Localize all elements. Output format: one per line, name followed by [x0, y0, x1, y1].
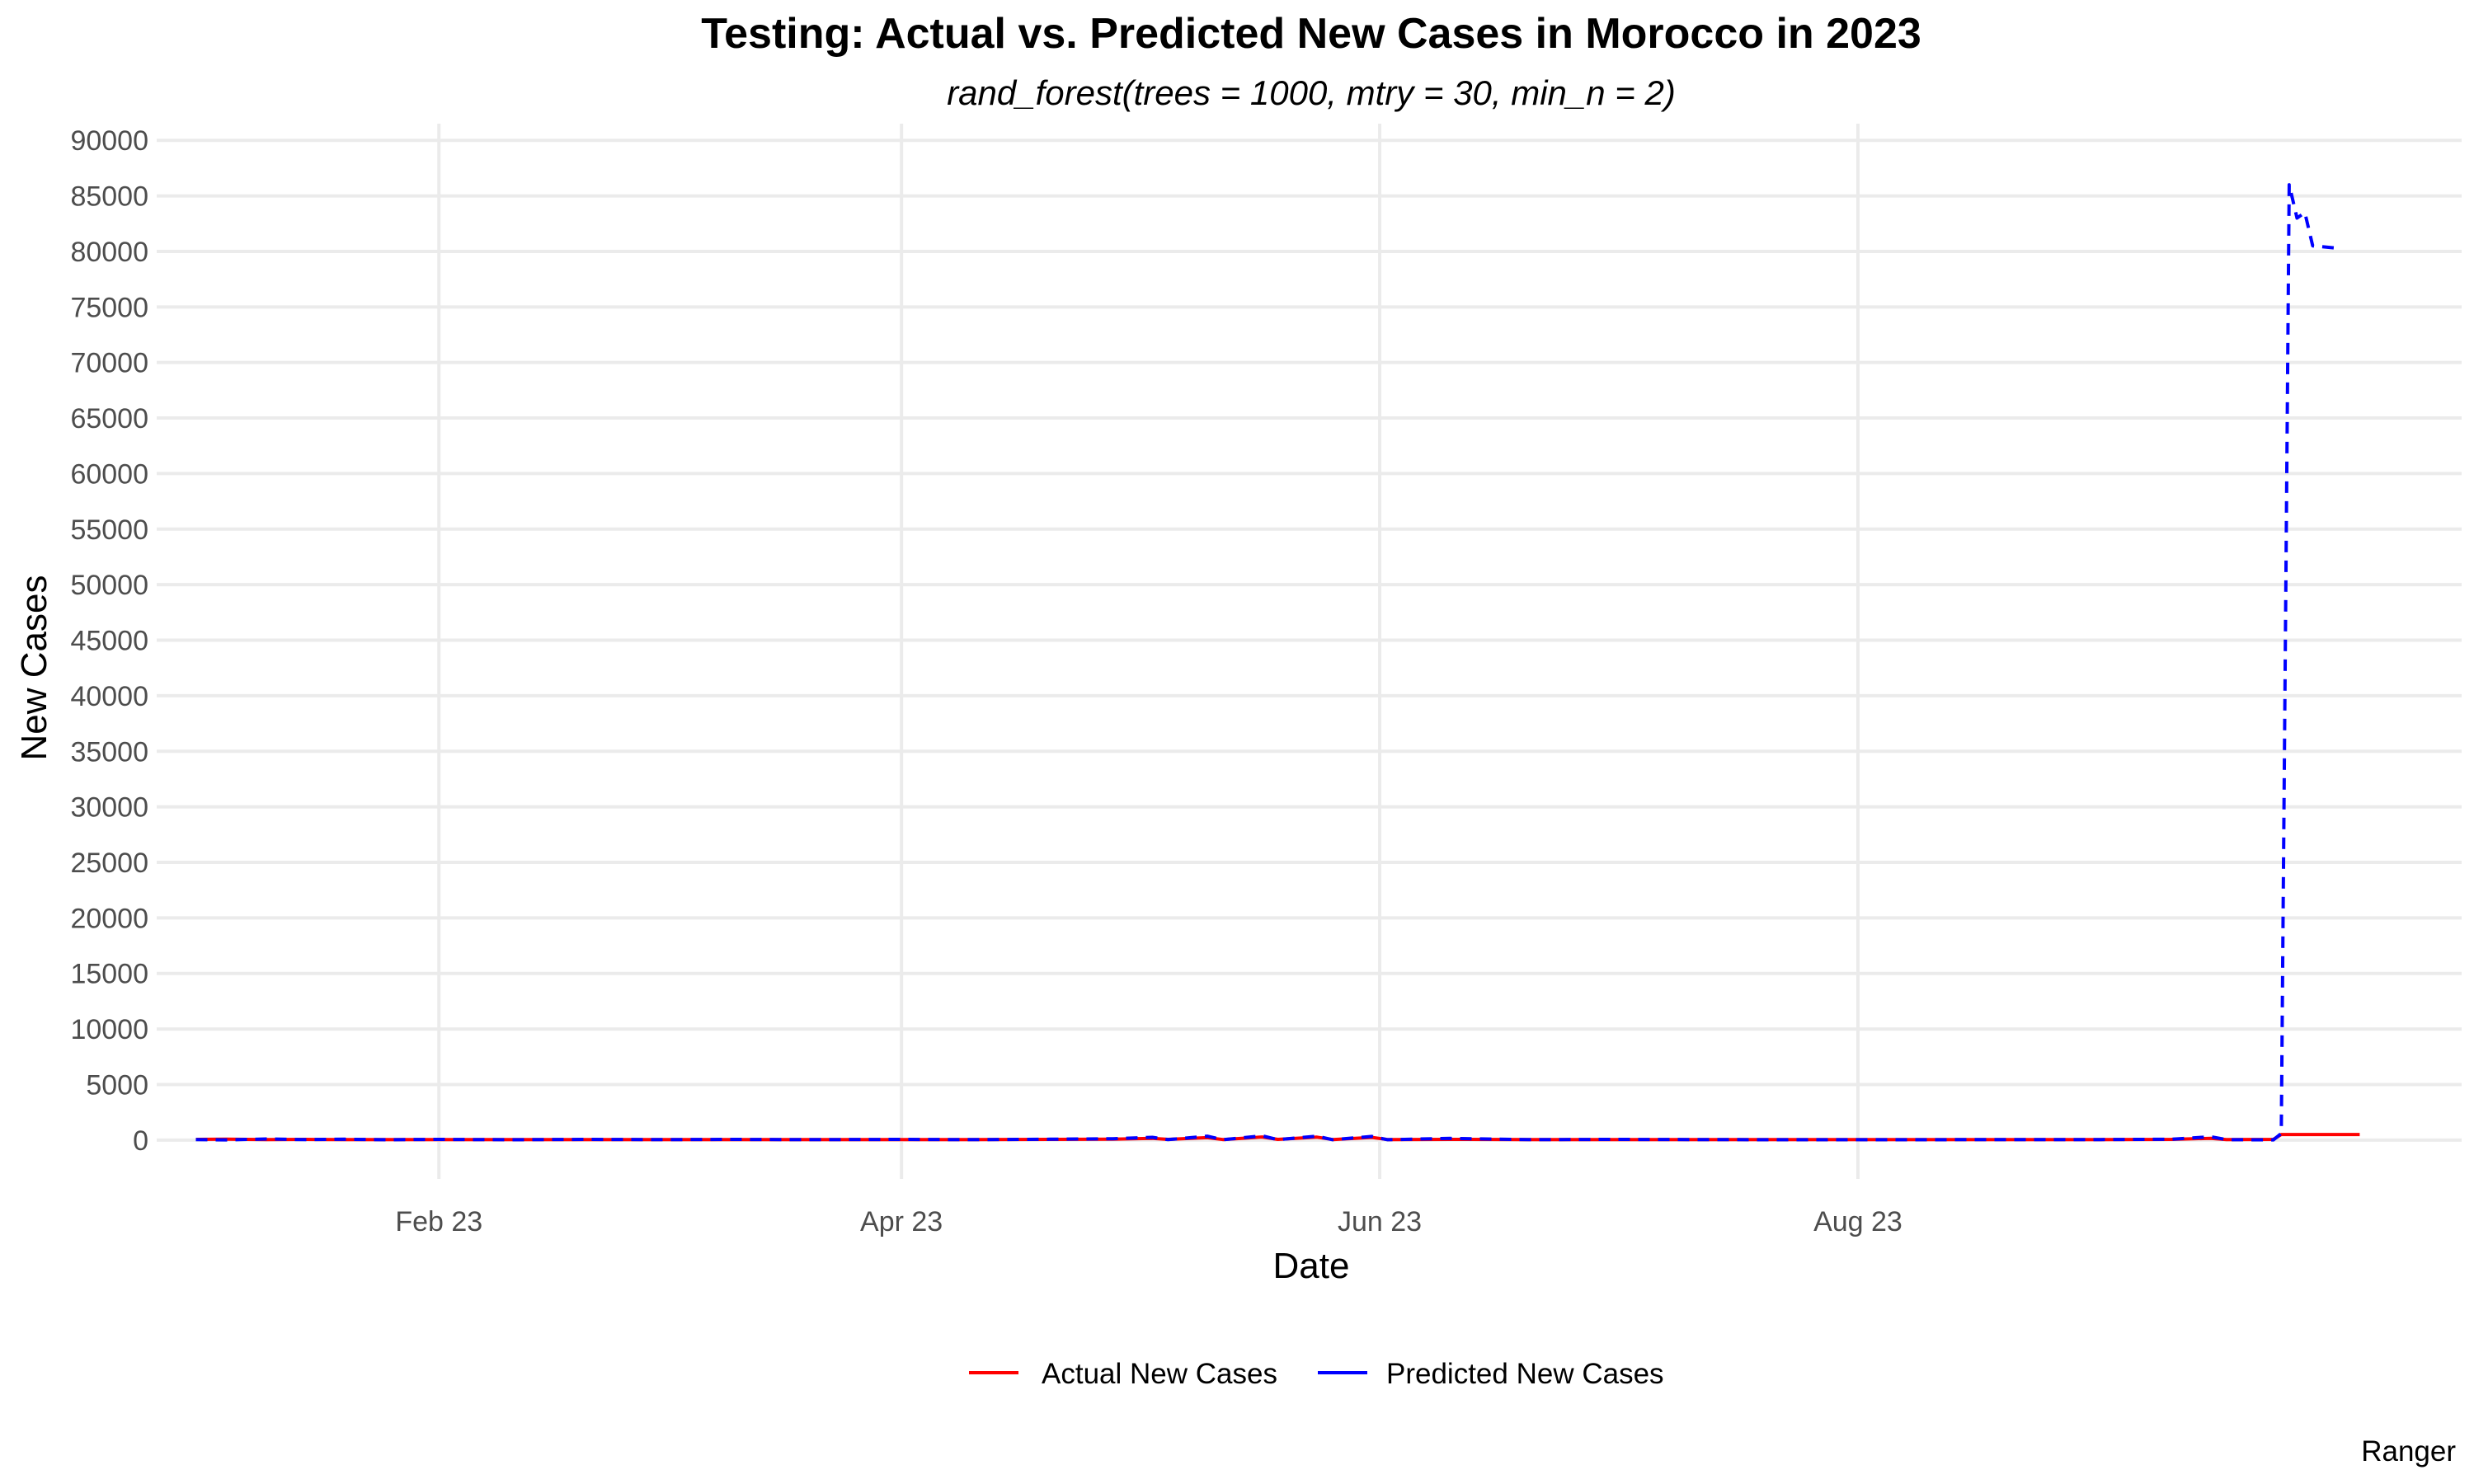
x-tick-label: Jun 23	[1338, 1206, 1422, 1237]
x-axis-label: Date	[1273, 1246, 1350, 1286]
y-tick-label: 40000	[70, 681, 148, 712]
y-tick-label: 15000	[70, 959, 148, 990]
caption: Ranger	[2361, 1435, 2456, 1468]
y-tick-label: 0	[133, 1125, 148, 1157]
legend: Actual New Cases Predicted New Cases	[969, 1358, 1664, 1390]
x-tick-label: Aug 23	[1813, 1206, 1903, 1237]
y-tick-label: 80000	[70, 237, 148, 268]
y-tick-label: 90000	[70, 125, 148, 157]
x-tick-labels: Feb 23 Apr 23 Jun 23 Aug 23	[395, 1206, 1903, 1237]
chart-subtitle: rand_forest(trees = 1000, mtry = 30, min…	[947, 73, 1676, 112]
y-tick-label: 20000	[70, 903, 148, 934]
grid-layer	[157, 124, 2462, 1179]
y-tick-label: 5000	[86, 1069, 148, 1101]
y-tick-labels: 0 5000 10000 15000 20000 25000 30000 35000 40000…	[70, 125, 148, 1157]
series-line-predicted	[195, 183, 2337, 1142]
y-axis-label: New Cases	[14, 575, 54, 761]
y-tick-label: 25000	[70, 848, 148, 879]
y-tick-label: 35000	[70, 736, 148, 768]
y-tick-label: 50000	[70, 570, 148, 601]
y-tick-label: 55000	[70, 514, 148, 546]
y-tick-label: 10000	[70, 1014, 148, 1045]
y-tick-label: 30000	[70, 792, 148, 824]
y-tick-label: 85000	[70, 181, 148, 213]
series-layer	[195, 183, 2360, 1142]
y-tick-label: 45000	[70, 626, 148, 657]
x-tick-label: Feb 23	[395, 1206, 482, 1237]
y-tick-label: 70000	[70, 348, 148, 379]
y-tick-label: 75000	[70, 292, 148, 323]
x-tick-label: Apr 23	[860, 1206, 943, 1237]
legend-label-actual: Actual New Cases	[1042, 1358, 1277, 1390]
chart-title: Testing: Actual vs. Predicted New Cases …	[701, 10, 1921, 58]
y-tick-label: 65000	[70, 403, 148, 434]
y-tick-label: 60000	[70, 458, 148, 490]
legend-label-predicted: Predicted New Cases	[1386, 1358, 1664, 1390]
